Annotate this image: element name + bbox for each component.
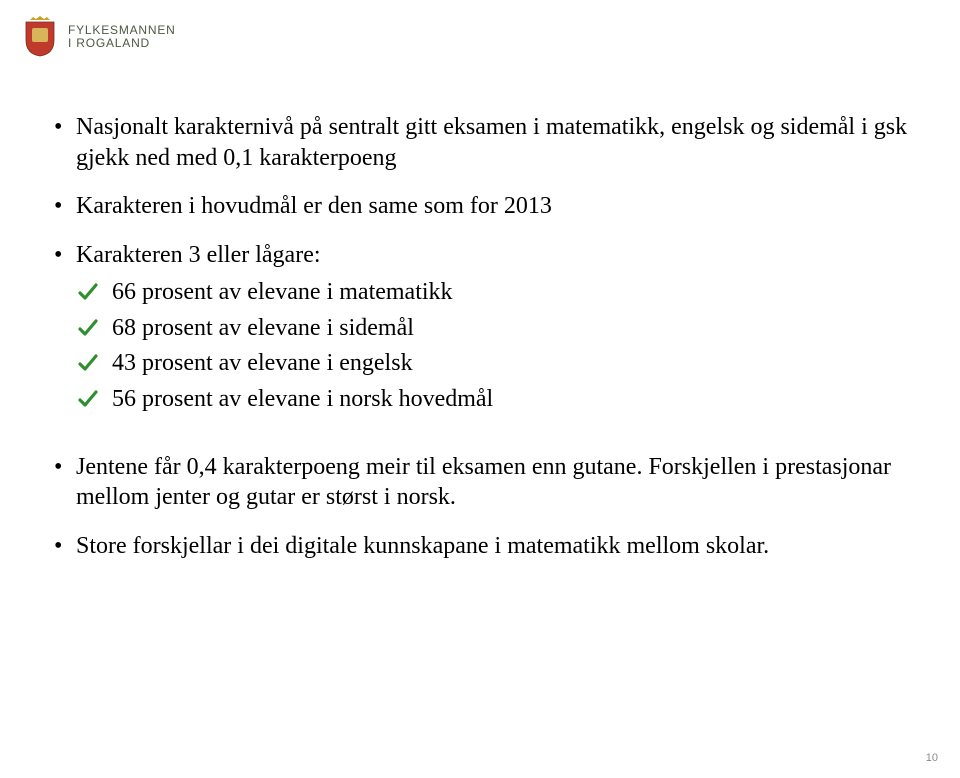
bullet-text: Nasjonalt karakternivå på sentralt gitt …: [76, 114, 907, 171]
bullet-list: Nasjonalt karakternivå på sentralt gitt …: [48, 112, 912, 562]
bullet-item: Nasjonalt karakternivå på sentralt gitt …: [48, 112, 912, 173]
bullet-text: Karakteren i hovudmål er den same som fo…: [76, 193, 552, 219]
bullet-item: Karakteren i hovudmål er den same som fo…: [48, 191, 912, 222]
check-text: 56 prosent av elevane i norsk hovedmål: [112, 386, 493, 412]
check-item: 68 prosent av elevane i sidemål: [76, 313, 912, 345]
checkmark-icon: [78, 282, 98, 302]
check-item: 56 prosent av elevane i norsk hovedmål: [76, 384, 912, 416]
bullet-text: Jentene får 0,4 karakterpoeng meir til e…: [76, 454, 891, 511]
check-text: 43 prosent av elevane i engelsk: [112, 350, 413, 376]
bullet-item: Jentene får 0,4 karakterpoeng meir til e…: [48, 452, 912, 513]
bullet-text: Store forskjellar i dei digitale kunnska…: [76, 533, 769, 559]
checkmark-icon: [78, 389, 98, 409]
check-text: 68 prosent av elevane i sidemål: [112, 315, 414, 341]
header-line-2: I ROGALAND: [68, 37, 176, 50]
slide-header: FYLKESMANNEN I ROGALAND: [22, 16, 176, 58]
bullet-text: Karakteren 3 eller lågare:: [76, 242, 321, 268]
checkmark-icon: [78, 318, 98, 338]
crest-logo: [22, 16, 58, 58]
bullet-item: Karakteren 3 eller lågare: 66 prosent av …: [48, 240, 912, 415]
page-number: 10: [926, 752, 938, 764]
checkmark-icon: [78, 353, 98, 373]
check-item: 66 prosent av elevane i matematikk: [76, 277, 912, 309]
check-list: 66 prosent av elevane i matematikk 68 pro…: [76, 277, 912, 416]
check-text: 66 prosent av elevane i matematikk: [112, 279, 453, 305]
check-item: 43 prosent av elevane i engelsk: [76, 348, 912, 380]
slide-content: Nasjonalt karakternivå på sentralt gitt …: [48, 112, 912, 580]
bullet-item: Store forskjellar i dei digitale kunnska…: [48, 531, 912, 562]
header-text: FYLKESMANNEN I ROGALAND: [68, 24, 176, 49]
